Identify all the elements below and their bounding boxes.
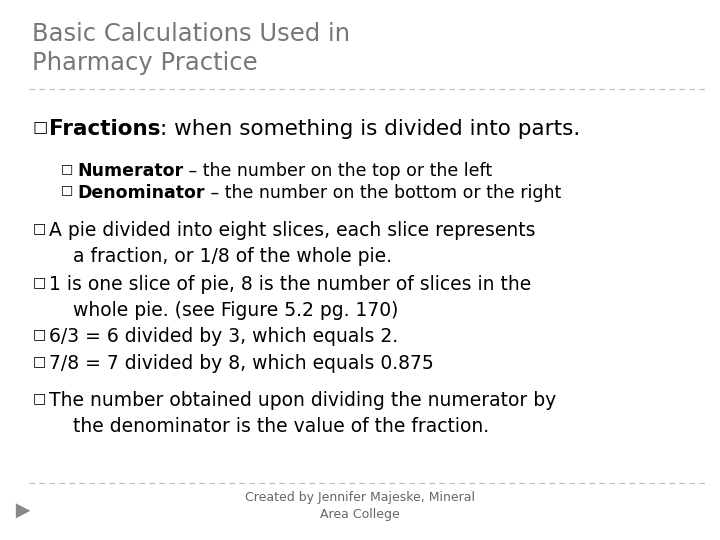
Text: □: □ (32, 327, 46, 341)
Text: Fractions: Fractions (49, 119, 161, 139)
Text: Denominator: Denominator (77, 184, 204, 201)
Text: □: □ (32, 392, 46, 406)
Text: 1 is one slice of pie, 8 is the number of slices in the
    whole pie. (see Figu: 1 is one slice of pie, 8 is the number o… (49, 275, 531, 320)
Text: 6/3 = 6 divided by 3, which equals 2.: 6/3 = 6 divided by 3, which equals 2. (49, 327, 398, 346)
Text: – the number on the top or the left: – the number on the top or the left (183, 162, 492, 180)
Text: □: □ (32, 221, 46, 235)
Text: – the number on the bottom or the right: – the number on the bottom or the right (204, 184, 561, 201)
Text: The number obtained upon dividing the numerator by
    the denominator is the va: The number obtained upon dividing the nu… (49, 392, 557, 436)
Text: □: □ (32, 119, 48, 134)
Text: Pharmacy Practice: Pharmacy Practice (32, 51, 258, 75)
Polygon shape (16, 503, 30, 518)
Text: □: □ (32, 275, 46, 289)
Text: 7/8 = 7 divided by 8, which equals 0.875: 7/8 = 7 divided by 8, which equals 0.875 (49, 354, 433, 373)
Text: A pie divided into eight slices, each slice represents
    a fraction, or 1/8 of: A pie divided into eight slices, each sl… (49, 221, 536, 266)
Text: Created by Jennifer Majeske, Mineral
Area College: Created by Jennifer Majeske, Mineral Are… (245, 491, 475, 522)
Text: : when something is divided into parts.: : when something is divided into parts. (161, 119, 581, 139)
Text: Numerator: Numerator (77, 162, 183, 180)
Text: □: □ (61, 162, 73, 175)
Text: Basic Calculations Used in: Basic Calculations Used in (32, 22, 351, 45)
Text: □: □ (61, 184, 73, 197)
Text: □: □ (32, 354, 46, 368)
